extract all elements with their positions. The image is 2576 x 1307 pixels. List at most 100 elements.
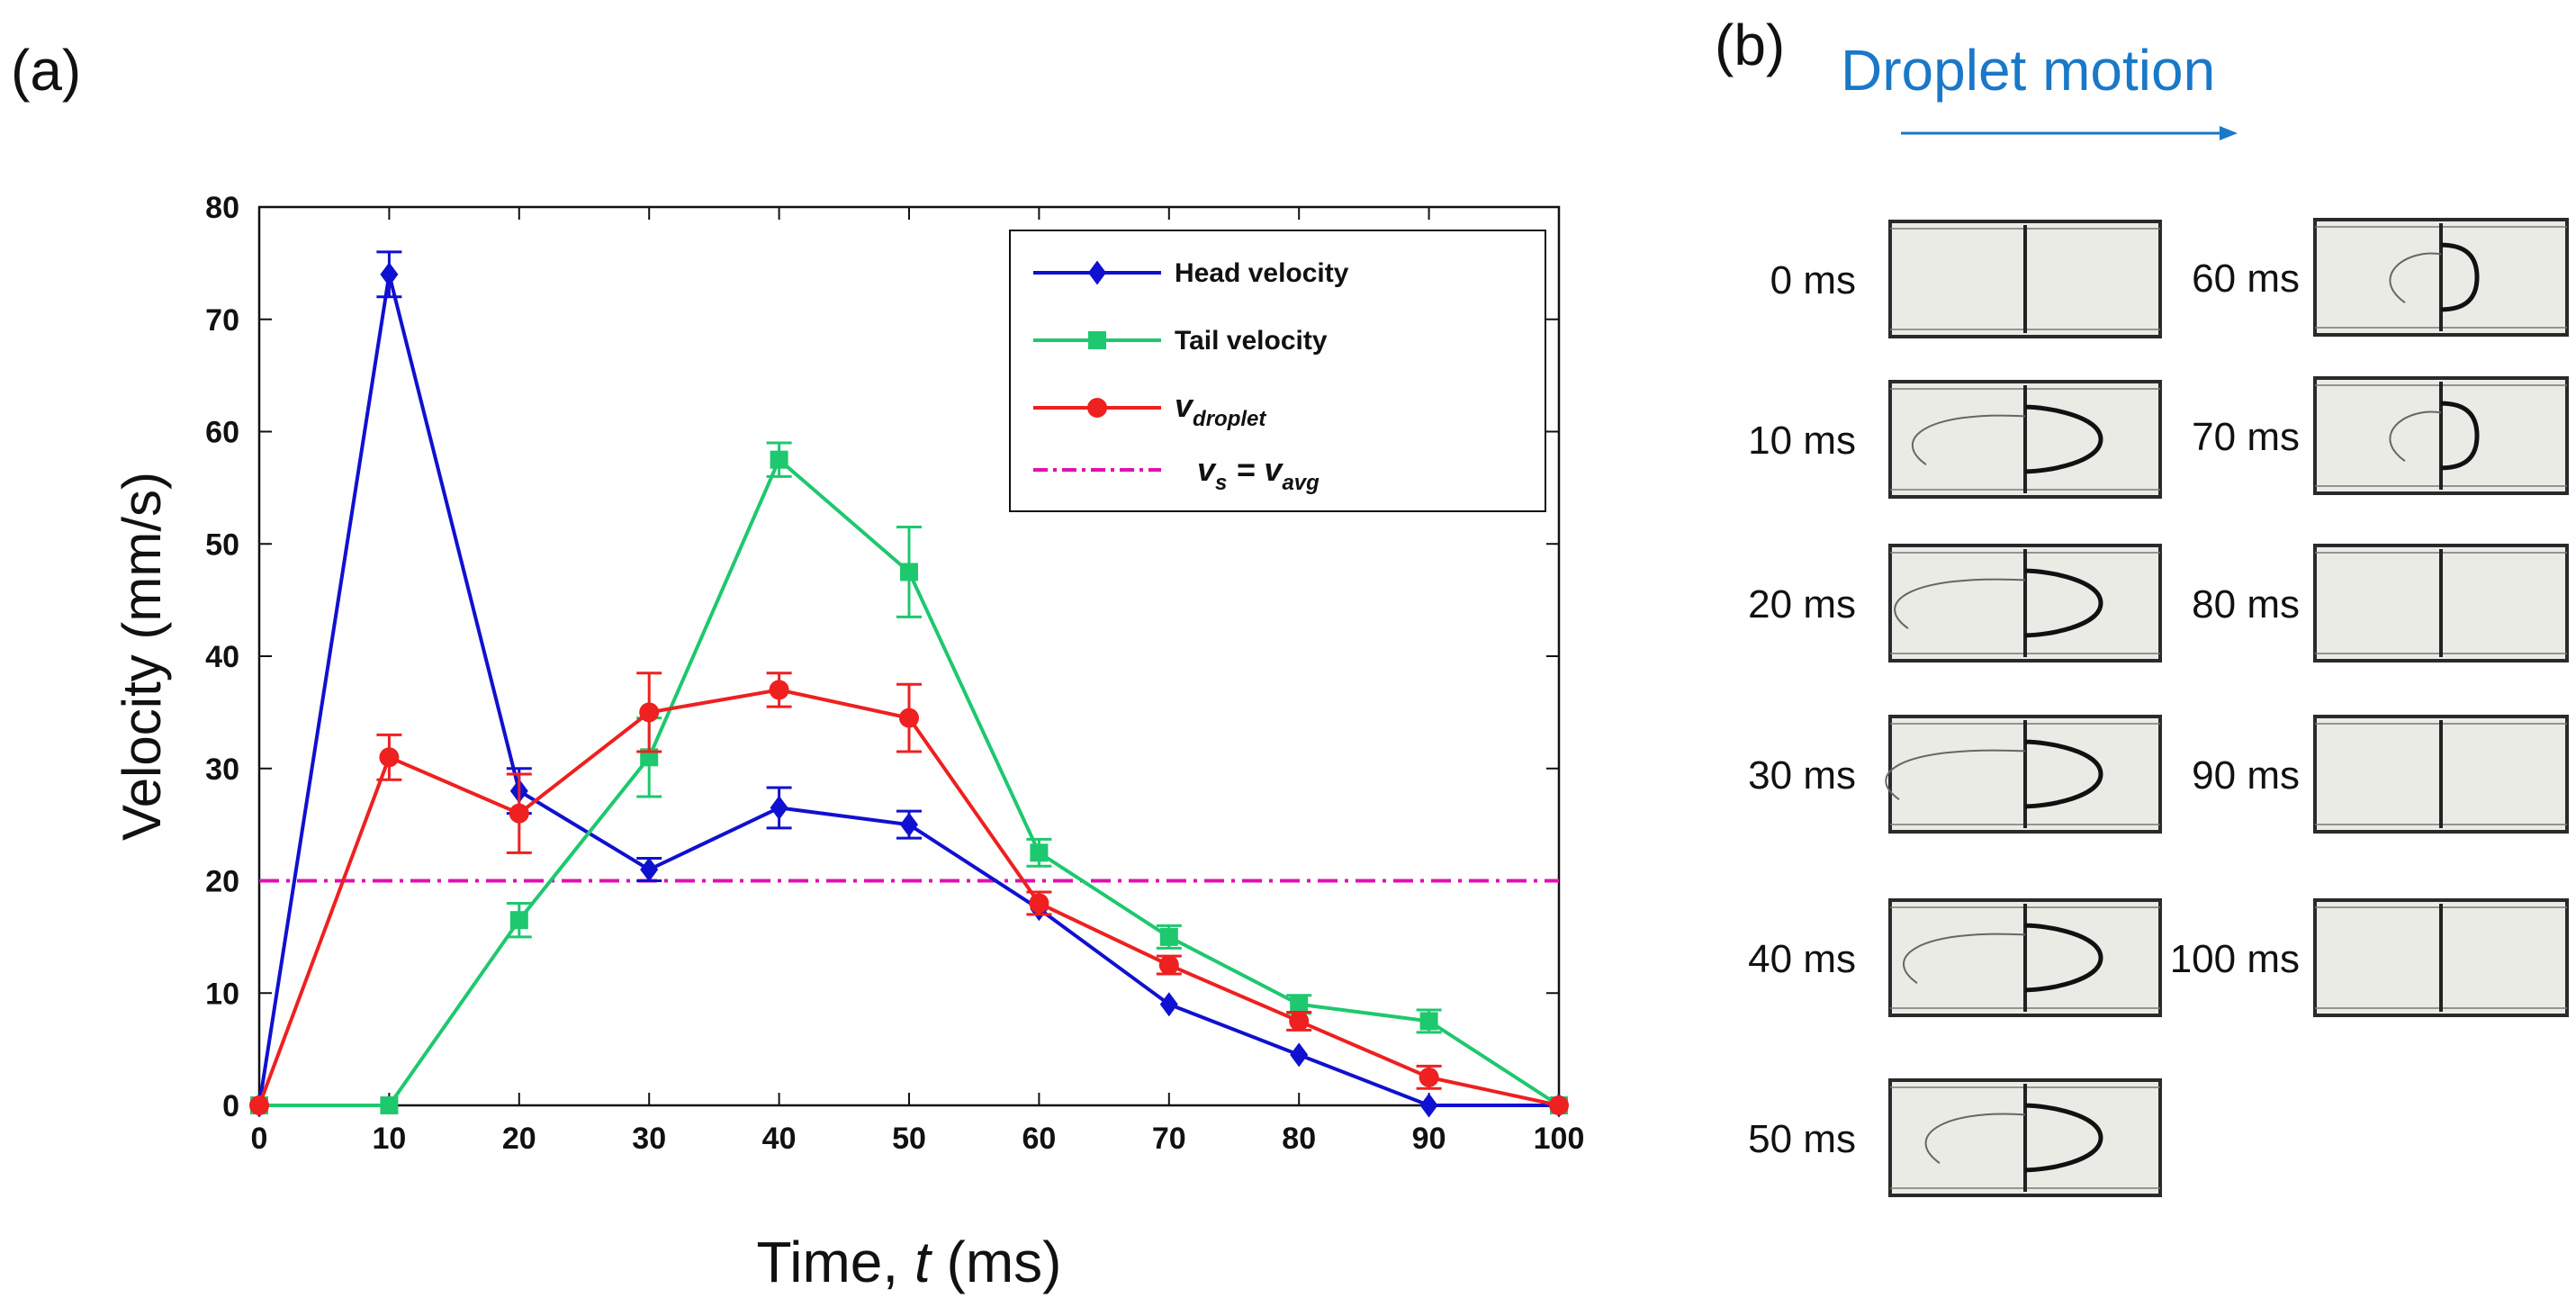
frame-group: 20 ms — [1748, 544, 2162, 663]
data-point-square — [770, 450, 788, 469]
frame-group: 100 ms — [2170, 898, 2569, 1017]
droplet-tail — [1924, 1113, 2026, 1164]
droplet-tail — [1911, 414, 2026, 465]
data-point-diamond — [1159, 992, 1178, 1017]
droplet-tail — [2389, 252, 2442, 303]
x-tick-label: 30 — [632, 1122, 666, 1156]
legend-label: Head velocity — [1175, 258, 1349, 288]
data-point-diamond — [900, 812, 918, 837]
frame-group: 30 ms — [1748, 715, 2162, 834]
droplet-head — [2024, 1103, 2103, 1173]
droplet-head — [2024, 404, 2103, 474]
x-tick-label: 0 — [251, 1122, 268, 1156]
data-point-square — [900, 563, 918, 581]
y-tick-label: 70 — [205, 303, 239, 338]
series-group — [250, 441, 1568, 1114]
frame-time-label: 90 ms — [2192, 753, 2300, 798]
frame-group: 0 ms — [1770, 220, 2162, 338]
frame-time-label: 10 ms — [1748, 419, 1856, 463]
motion-arrow — [1901, 126, 2238, 140]
data-point-circle — [1158, 955, 1179, 976]
data-point-circle — [899, 708, 919, 728]
data-point-square — [1290, 995, 1309, 1014]
data-point-circle — [1087, 398, 1107, 418]
data-point-diamond — [1290, 1042, 1309, 1068]
frame-time-label: 0 ms — [1770, 258, 1856, 302]
velocity-chart: 0 10 20 30 40 50 60 70 80 90 10001020304050607080 … — [112, 191, 1584, 1294]
droplet-tail — [1903, 933, 2026, 984]
frame-group: 10 ms — [1748, 380, 2162, 499]
legend-label: Tail velocity — [1175, 326, 1328, 356]
frame-time-label: 70 ms — [2192, 415, 2300, 459]
channel-frame — [2313, 715, 2569, 834]
data-point-square — [1088, 331, 1106, 349]
frame-group: 60 ms — [2192, 218, 2569, 337]
x-tick-label: 100 — [1534, 1122, 1585, 1156]
data-point-square — [1419, 1012, 1438, 1031]
data-point-square — [509, 911, 528, 930]
axis-ticks: 0 10 20 30 40 50 60 70 80 90 100 0 10 20 30 40 50 60 70 80 — [205, 191, 1584, 1156]
data-point-square — [380, 1096, 399, 1114]
data-point-circle — [1549, 1095, 1569, 1115]
x-axis-label: Time, t (ms) — [757, 1230, 1062, 1294]
frame-time-label: 50 ms — [1748, 1117, 1856, 1161]
y-tick-label: 0 — [222, 1089, 239, 1123]
y-tick-label: 80 — [205, 191, 239, 225]
frame-group: 80 ms — [2192, 544, 2569, 663]
droplet-tail — [1894, 578, 2026, 629]
x-tick-label: 90 — [1412, 1122, 1446, 1156]
frame-time-label: 20 ms — [1748, 582, 1856, 626]
motion-arrow-head-icon — [2220, 126, 2238, 140]
droplet-head — [2024, 568, 2103, 638]
data-point-diamond — [1419, 1093, 1438, 1118]
y-tick-label: 40 — [205, 640, 239, 674]
x-tick-label: 40 — [762, 1122, 797, 1156]
frame-group: 70 ms — [2192, 376, 2569, 495]
frame-time-label: 80 ms — [2192, 582, 2300, 626]
legend-label: vdroplet — [1175, 387, 1266, 431]
series-group — [249, 672, 1569, 1115]
panel-b: Droplet motion 0 ms 10 ms 20 ms 30 ms 40 ms 5… — [1748, 38, 2569, 1197]
data-point-circle — [1029, 893, 1049, 914]
data-point-square — [1159, 927, 1178, 946]
x-tick-label: 70 — [1152, 1122, 1186, 1156]
data-point-circle — [379, 747, 400, 768]
data-point-diamond — [1088, 260, 1106, 285]
x-tick-label: 10 — [372, 1122, 406, 1156]
series-layer — [249, 250, 1569, 1118]
frames: 0 ms 10 ms 20 ms 30 ms 40 ms 50 ms 60 ms 70 ms 8… — [1748, 218, 2569, 1197]
data-point-diamond — [380, 262, 399, 287]
frame-time-label: 30 ms — [1748, 753, 1856, 798]
data-point-circle — [1289, 1011, 1310, 1032]
y-tick-label: 20 — [205, 865, 239, 899]
panel-b-label: (b) — [1715, 13, 1785, 77]
frame-time-label: 100 ms — [2170, 937, 2300, 981]
data-point-circle — [769, 680, 789, 700]
frame-time-label: 60 ms — [2192, 257, 2300, 301]
y-tick-label: 10 — [205, 977, 239, 1011]
droplet-head — [2440, 401, 2480, 471]
y-tick-label: 30 — [205, 753, 239, 787]
frame-group: 90 ms — [2192, 715, 2569, 834]
x-tick-label: 20 — [502, 1122, 536, 1156]
y-tick-label: 60 — [205, 416, 239, 450]
x-tick-label: 50 — [892, 1122, 926, 1156]
droplet-head — [2024, 739, 2103, 809]
y-axis-label: Velocity (mm/s) — [112, 472, 172, 841]
x-tick-label: 80 — [1282, 1122, 1316, 1156]
legend-label-reference: vs = vavg — [1197, 451, 1320, 495]
legend: Head velocity Tail velocity vdroplet vs = v… — [1009, 230, 1546, 512]
droplet-tail — [2389, 410, 2442, 462]
data-point-square — [1030, 843, 1049, 862]
droplet-head — [2024, 923, 2103, 993]
x-tick-label: 60 — [1022, 1122, 1056, 1156]
data-point-circle — [1419, 1067, 1439, 1087]
data-point-circle — [509, 803, 529, 824]
droplet-tail — [1885, 749, 2026, 800]
droplet-head — [2440, 242, 2480, 312]
frame-group: 40 ms — [1748, 898, 2162, 1017]
data-point-circle — [249, 1095, 269, 1115]
frame-time-label: 40 ms — [1748, 937, 1856, 981]
legend-items: Head velocity Tail velocity vdroplet vs = v… — [1033, 258, 1349, 495]
